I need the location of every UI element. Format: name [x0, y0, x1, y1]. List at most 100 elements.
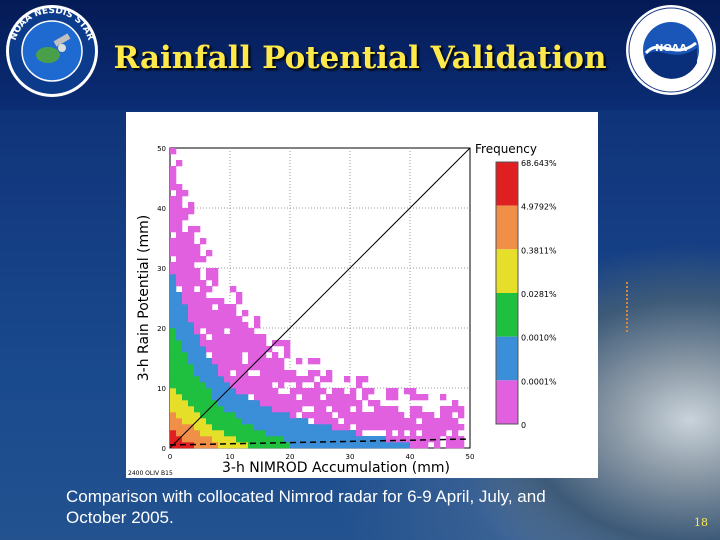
heatmap-cell	[194, 388, 201, 395]
heatmap-cell	[200, 256, 207, 263]
heatmap-cell	[170, 310, 177, 317]
heatmap-cell	[188, 250, 195, 257]
heatmap-cell	[314, 358, 321, 365]
heatmap-cell	[188, 394, 195, 401]
heatmap-cell	[188, 376, 195, 383]
heatmap-cell	[236, 352, 243, 359]
heatmap-cell	[404, 436, 411, 443]
heatmap-cell	[188, 400, 195, 407]
heatmap-cell	[236, 430, 243, 437]
heatmap-cell	[446, 406, 453, 413]
heatmap-cell	[176, 226, 183, 233]
heatmap-cell	[356, 430, 363, 437]
heatmap-cell	[170, 208, 177, 215]
heatmap-cell	[206, 358, 213, 365]
heatmap-cell	[194, 382, 201, 389]
heatmap-cell	[194, 334, 201, 341]
heatmap-cell	[260, 388, 267, 395]
heatmap-cell	[224, 436, 231, 443]
legend-label: 4.9792%	[521, 203, 557, 212]
heatmap-cell	[212, 358, 219, 365]
heatmap-cell	[356, 382, 363, 389]
heatmap-cell	[182, 328, 189, 335]
heatmap-cell	[248, 334, 255, 341]
heatmap-cell	[170, 244, 177, 251]
heatmap-cell	[170, 376, 177, 383]
heatmap-cell	[176, 298, 183, 305]
heatmap-cell	[230, 352, 237, 359]
heatmap-cell	[398, 424, 405, 431]
heatmap-cell	[200, 358, 207, 365]
heatmap-cell	[188, 370, 195, 377]
heatmap-cell	[200, 322, 207, 329]
heatmap-cell	[200, 370, 207, 377]
heatmap-cell	[266, 370, 273, 377]
heatmap-cell	[260, 364, 267, 371]
heatmap-cell	[206, 328, 213, 335]
heatmap-cell	[170, 352, 177, 359]
heatmap-cell	[308, 376, 315, 383]
heatmap-cell	[272, 430, 279, 437]
heatmap-cell	[170, 400, 177, 407]
heatmap-cell	[374, 442, 381, 449]
heatmap-cell	[248, 382, 255, 389]
heatmap-cell	[416, 424, 423, 431]
heatmap-cell	[176, 328, 183, 335]
heatmap-cell	[296, 400, 303, 407]
heatmap-cell	[176, 442, 183, 449]
heatmap-cell	[386, 406, 393, 413]
heatmap-cells	[170, 148, 465, 449]
heatmap-cell	[272, 388, 279, 395]
heatmap-cell	[320, 424, 327, 431]
heatmap-cell	[224, 412, 231, 419]
heatmap-cell	[332, 394, 339, 401]
heatmap-cell	[170, 172, 177, 179]
heatmap-cell	[302, 388, 309, 395]
heatmap-cell	[170, 430, 177, 437]
heatmap-cell	[218, 388, 225, 395]
heatmap-cell	[284, 400, 291, 407]
heatmap-cell	[182, 304, 189, 311]
heatmap-cell	[326, 442, 333, 449]
heatmap-cell	[176, 322, 183, 329]
heatmap-cell	[200, 382, 207, 389]
heatmap-cell	[212, 322, 219, 329]
heatmap-cell	[182, 250, 189, 257]
heatmap-cell	[206, 250, 213, 257]
heatmap-cell	[218, 442, 225, 449]
heatmap-cell	[392, 394, 399, 401]
heatmap-cell	[218, 376, 225, 383]
y-tick-label: 30	[157, 265, 166, 273]
heatmap-cell	[194, 322, 201, 329]
heatmap-cell	[404, 442, 411, 449]
heatmap-cell	[272, 376, 279, 383]
heatmap-cell	[404, 388, 411, 395]
heatmap-cell	[314, 370, 321, 377]
heatmap-cell	[194, 358, 201, 365]
heatmap-cell	[230, 406, 237, 413]
heatmap-cell	[200, 352, 207, 359]
heatmap-cell	[248, 376, 255, 383]
heatmap-cell	[182, 262, 189, 269]
heatmap-cell	[176, 292, 183, 299]
heatmap-cell	[236, 394, 243, 401]
heatmap-cell	[182, 412, 189, 419]
heatmap-cell	[452, 406, 459, 413]
heatmap-cell	[182, 268, 189, 275]
chart-footnote: 2400 OLIV B15	[128, 470, 173, 477]
heatmap-cell	[194, 430, 201, 437]
noaa-logo: NOAA	[624, 3, 718, 97]
heatmap-cell	[176, 160, 183, 167]
heatmap-cell	[278, 382, 285, 389]
heatmap-cell	[332, 388, 339, 395]
heatmap-cell	[188, 310, 195, 317]
heatmap-cell	[392, 442, 399, 449]
heatmap-cell	[446, 436, 453, 443]
heatmap-cell	[182, 232, 189, 239]
heatmap-cell	[218, 418, 225, 425]
x-tick-label: 20	[286, 453, 295, 461]
heatmap-cell	[254, 322, 261, 329]
heatmap-cell	[416, 442, 423, 449]
heatmap-cell	[242, 418, 249, 425]
heatmap-cell	[200, 346, 207, 353]
